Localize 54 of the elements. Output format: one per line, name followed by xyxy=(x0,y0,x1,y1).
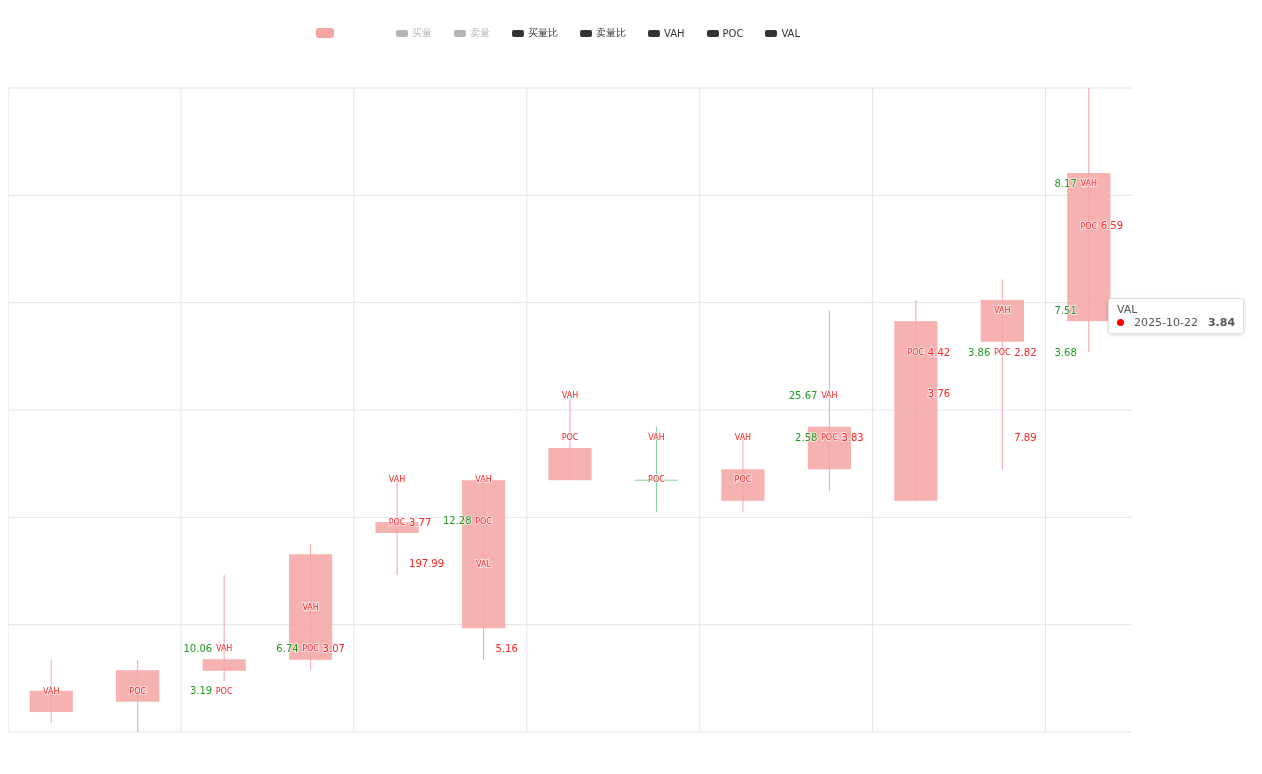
legend-label: VAL xyxy=(781,27,801,39)
annotation: 197.99 xyxy=(409,558,445,570)
annotation: POC xyxy=(734,474,752,484)
annotation: POC xyxy=(561,432,579,442)
annotation: VAH xyxy=(388,474,406,484)
annotation: 3.68 xyxy=(1054,346,1077,358)
annotation: 3.19 xyxy=(189,685,213,697)
annotation: 7.89 xyxy=(1014,431,1037,443)
legend-label: 卖量 xyxy=(469,26,490,40)
annotation: VAH xyxy=(734,432,752,442)
annotation: 3.07 xyxy=(322,642,345,654)
annotation: VAH xyxy=(1080,179,1097,189)
annotation: VAH xyxy=(648,432,665,442)
annotation: VAH xyxy=(215,644,233,654)
annotation: POC xyxy=(475,516,493,526)
annotation: VAL xyxy=(476,559,492,569)
annotation: VAH xyxy=(561,390,579,400)
annotation: 3.76 xyxy=(927,388,951,400)
annotation: 6.74 xyxy=(276,642,299,654)
annotation: 3.86 xyxy=(968,346,991,358)
annotation: 12.28 xyxy=(442,515,472,527)
annotation: 2.58 xyxy=(795,431,818,443)
legend-label: 买量 xyxy=(411,26,432,40)
text: 3.84 xyxy=(1207,316,1236,329)
annotation: VAH xyxy=(302,602,319,612)
annotation: POC xyxy=(129,686,147,696)
annotation: 6.59 xyxy=(1100,220,1124,232)
annotation: 2.82 xyxy=(1014,346,1037,358)
annotation: VAH xyxy=(475,474,492,484)
annotation: POC xyxy=(215,686,233,696)
annotation: 5.16 xyxy=(495,643,518,655)
annotation: POC xyxy=(302,644,320,654)
legend-label: 卖量比 xyxy=(595,26,626,40)
annotation: VAH xyxy=(821,390,838,400)
annotation: POC xyxy=(388,517,406,527)
annotation: 3.77 xyxy=(409,516,432,528)
legend-label: VAH xyxy=(663,27,685,39)
annotation: POC xyxy=(1080,221,1098,231)
annotation: 7.51 xyxy=(1054,304,1077,316)
annotation: 3.83 xyxy=(841,431,864,443)
text: 2025-10-22 xyxy=(1134,316,1198,329)
annotation: POC xyxy=(907,347,925,357)
legend-label: POC xyxy=(722,27,744,39)
annotation: POC xyxy=(821,432,839,442)
annotation: VAH xyxy=(43,686,60,696)
annotation: 10.06 xyxy=(183,642,213,654)
annotation: POC xyxy=(648,474,666,484)
annotation: VAH xyxy=(994,305,1011,315)
annotation: POC xyxy=(993,347,1012,357)
annotation: 8.17 xyxy=(1054,177,1077,189)
annotation: 25.67 xyxy=(788,389,818,401)
legend-label: 买量比 xyxy=(527,26,558,40)
annotation: 4.42 xyxy=(927,346,951,358)
annotation: VAL xyxy=(1117,303,1139,316)
